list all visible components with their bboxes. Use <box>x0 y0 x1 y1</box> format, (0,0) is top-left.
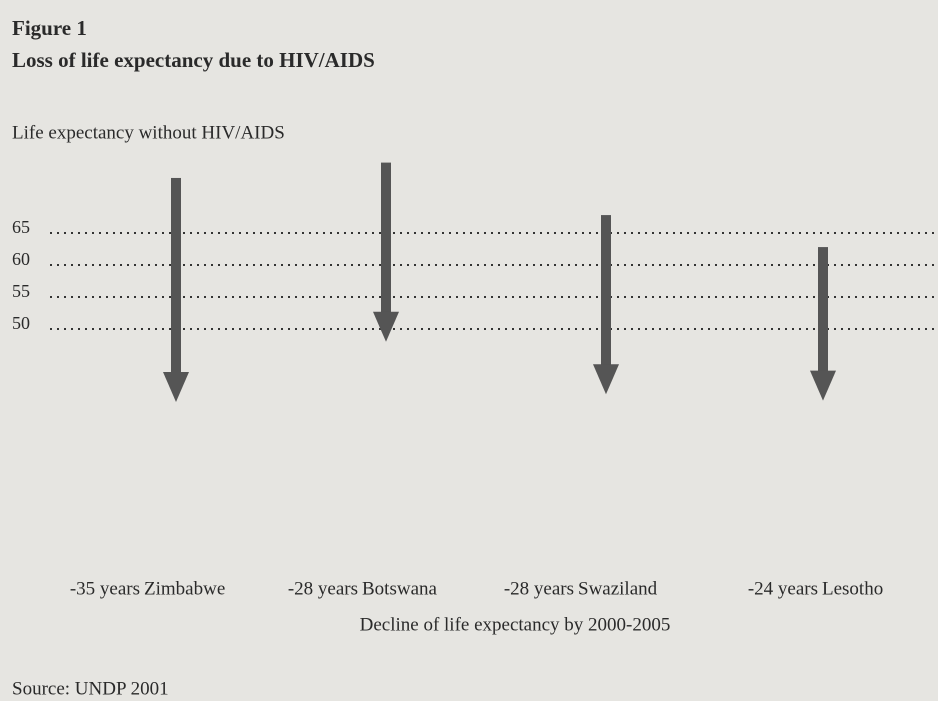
y-tick-label: 55 <box>12 281 30 301</box>
arrow-shaft <box>601 215 611 367</box>
arrow-shaft <box>818 247 828 373</box>
category-label: Swaziland <box>578 578 658 599</box>
arrow <box>593 215 619 395</box>
y-axis-label: Life expectancy without HIV/AIDS <box>12 122 285 143</box>
chart-subtitle: Loss of life expectancy due to HIV/AIDS <box>12 48 375 72</box>
y-tick-label: 60 <box>12 249 30 269</box>
arrow-shaft <box>171 177 181 374</box>
chart-title: Figure 1 <box>12 16 87 40</box>
value-label: -28 years <box>288 578 358 599</box>
value-label: -24 years <box>748 578 818 599</box>
y-tick-label: 50 <box>12 313 30 333</box>
x-axis-label: Decline of life expectancy by 2000-2005 <box>360 614 671 635</box>
y-tick-label: 65 <box>12 217 30 237</box>
arrow <box>810 247 836 401</box>
arrow-head <box>163 371 189 402</box>
arrow-head <box>593 364 619 395</box>
arrow-head <box>373 311 399 342</box>
category-label: Zimbabwe <box>144 578 225 599</box>
value-label: -35 years <box>70 578 140 599</box>
source: Source: UNDP 2001 <box>12 678 169 699</box>
value-label: -28 years <box>504 578 574 599</box>
arrow-head <box>810 370 836 401</box>
arrow-shaft <box>381 162 391 314</box>
category-label: Botswana <box>362 578 438 599</box>
arrow <box>373 162 399 342</box>
category-label: Lesotho <box>822 578 883 599</box>
arrow <box>163 177 189 402</box>
